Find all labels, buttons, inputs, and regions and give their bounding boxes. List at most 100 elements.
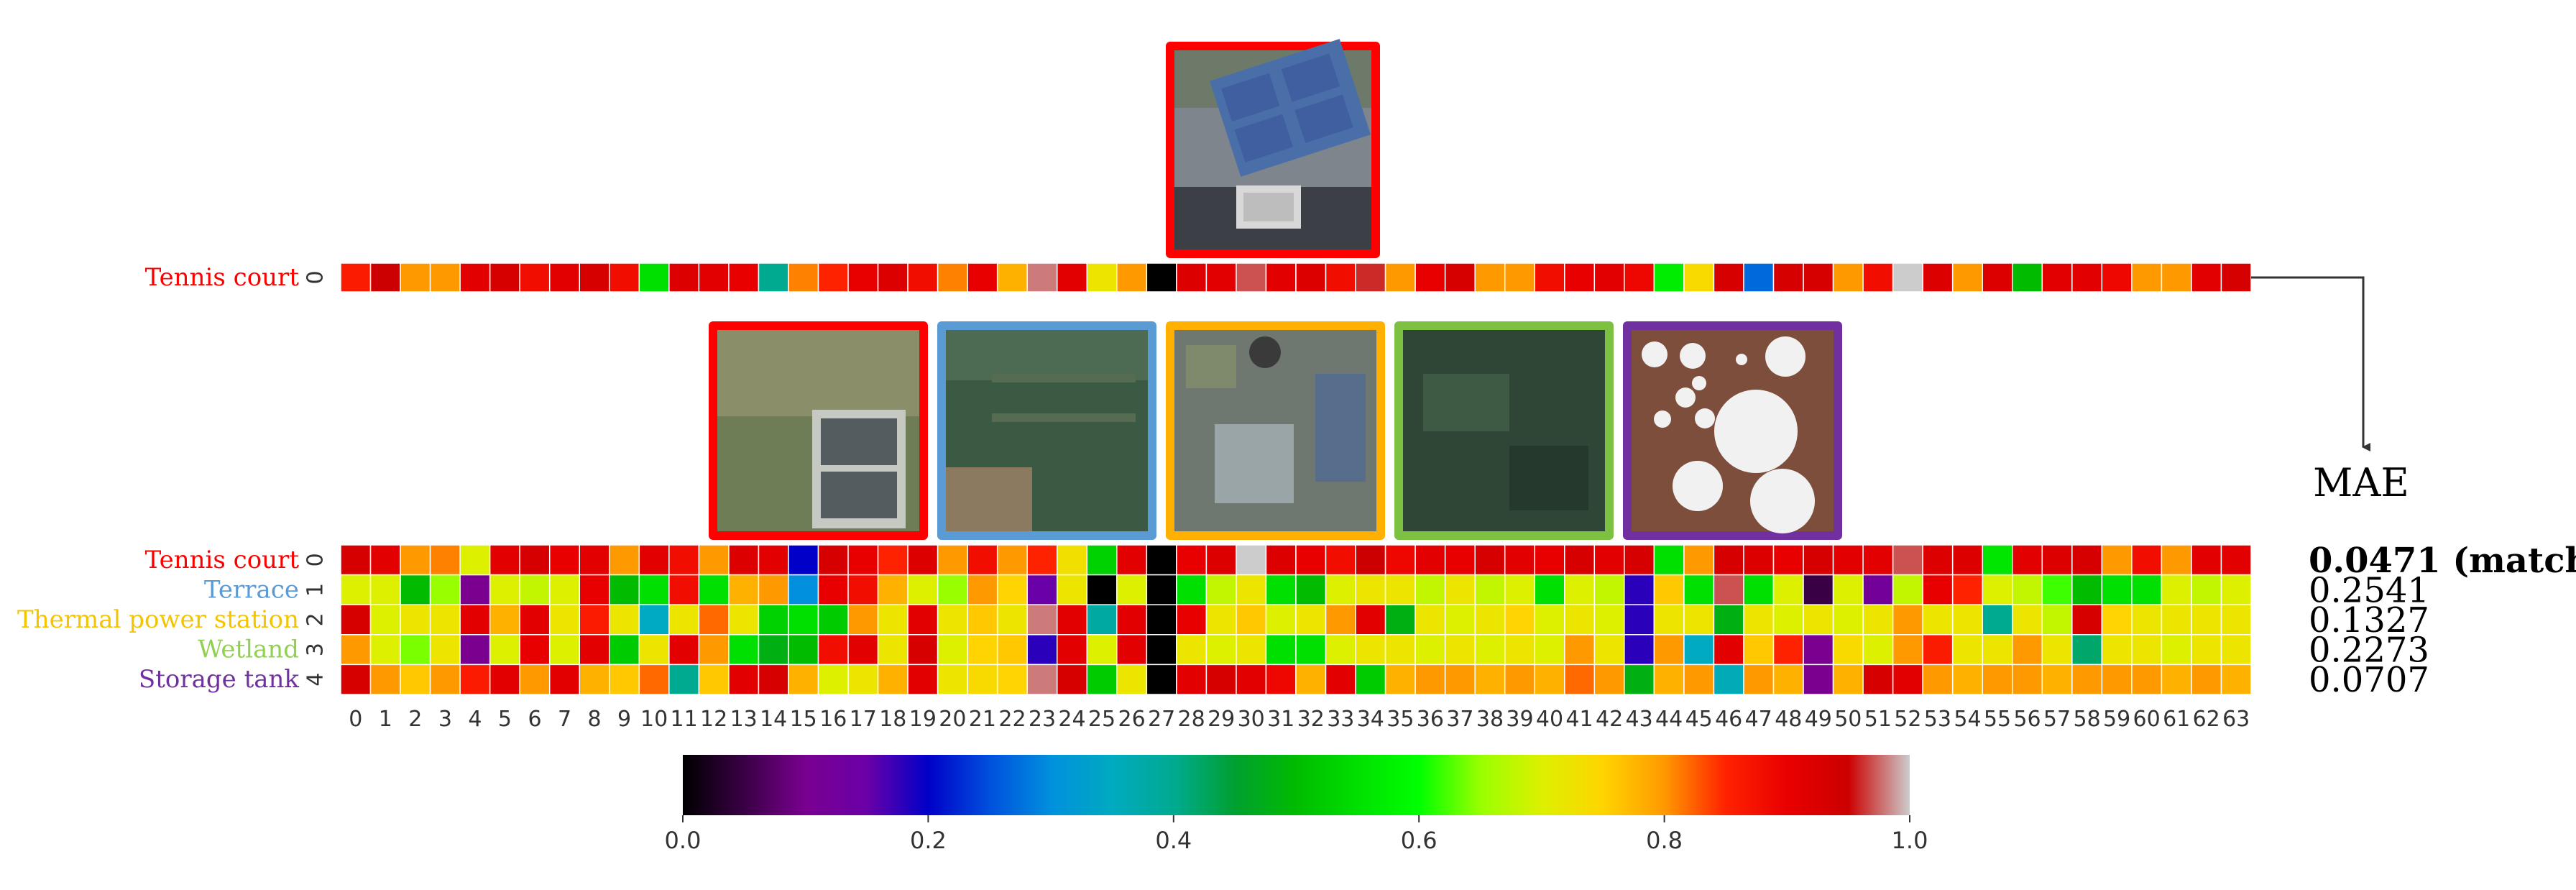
heatmap-cell [1295,664,1327,695]
x-tick-label: 28 [1178,707,1205,732]
heatmap-cell [2220,544,2252,576]
heatmap-cell [1803,634,1834,666]
heatmap-cell [877,664,908,695]
query-cell [847,262,879,293]
heatmap-cell [1295,544,1327,576]
heatmap-cell [459,544,491,576]
x-tick-label: 48 [1775,707,1802,732]
heatmap-cell [1444,544,1476,576]
heatmap-cell [1862,634,1894,666]
heatmap-cell [1892,544,1923,576]
heatmap-cell [1236,664,1267,695]
heatmap-cell [2131,634,2163,666]
x-tick-label: 25 [1088,707,1116,732]
heatmap-cell [1862,544,1894,576]
heatmap-cell [937,574,968,605]
heatmap-cell [817,574,849,605]
heatmap-cell [1205,574,1237,605]
heatmap-cell [369,634,401,666]
x-tick-label: 15 [790,707,817,732]
heatmap-cell [937,604,968,636]
heatmap-cell [1057,544,1088,576]
heatmap-cell [2220,634,2252,666]
x-tick-label: 21 [969,707,996,732]
heatmap-cell [2101,604,2133,636]
heatmap-cell [1295,574,1327,605]
heatmap-cell [2071,664,2103,695]
heatmap-cell [429,664,461,695]
query-image [1166,39,1380,258]
query-cell [2071,262,2103,293]
x-tick-label: 6 [528,707,541,732]
heatmap-cell [907,664,939,695]
query-cell [967,262,998,293]
query-cell [638,262,670,293]
heatmap-cell [1862,574,1894,605]
heatmap-cell [728,664,760,695]
query-cell [1922,262,1954,293]
heatmap-cell [1444,604,1476,636]
mae-value: 0.2273 [2309,630,2429,671]
heatmap-cell [369,574,401,605]
query-cell [1862,262,1894,293]
query-cell [788,262,819,293]
heatmap-cell [1384,604,1416,636]
heatmap-cell [758,634,789,666]
colorbar [683,755,1910,815]
heatmap-cell [1414,634,1446,666]
heatmap-cell [1593,604,1625,636]
heatmap-cell [489,634,520,666]
heatmap-cell [907,544,939,576]
heatmap-cell [758,604,789,636]
heatmap-cell [1713,664,1744,695]
x-tick-label: 27 [1148,707,1175,732]
row-label: Tennis court [145,546,300,574]
heatmap-cell [1355,604,1386,636]
query-cell [2041,262,2073,293]
heatmap-cell [1951,544,1983,576]
heatmap-cell [1414,574,1446,605]
heatmap-cell [1743,544,1775,576]
x-tick-label: 32 [1297,707,1325,732]
heatmap-cell [2071,544,2103,576]
heatmap-cell [1086,634,1118,666]
heatmap-cell [1295,604,1327,636]
colorbar-tick-label: 0.0 [665,827,702,854]
heatmap-cell [340,544,372,576]
x-tick-label: 41 [1565,707,1593,732]
x-tick-label: 51 [1864,707,1892,732]
heatmap-cell [1624,544,1655,576]
heatmap-cell [548,634,580,666]
heatmap-cell [548,604,580,636]
heatmap-cell [2161,604,2192,636]
heatmap-cell [1504,664,1535,695]
x-tick-label: 24 [1058,707,1085,732]
heatmap-cell [2101,574,2133,605]
heatmap-cell [1355,544,1386,576]
heatmap-cell [668,634,700,666]
heatmap-cell [1862,604,1894,636]
heatmap-cell [1146,574,1177,605]
heatmap-cell [2012,664,2043,695]
heatmap-cell [2041,544,2073,576]
heatmap-cell [1593,664,1625,695]
x-tick-label: 16 [819,707,847,732]
heatmap-cell [1743,634,1775,666]
x-tick-label: 37 [1446,707,1473,732]
heatmap-cell [2012,634,2043,666]
heatmap-cell [2012,544,2043,576]
heatmap-cell [2101,544,2133,576]
heatmap-cell [907,604,939,636]
query-cell [907,262,939,293]
x-tick-label: 3 [438,707,452,732]
heatmap-cell [1057,664,1088,695]
heatmap-cell [847,544,879,576]
heatmap-cell [2101,634,2133,666]
heatmap-cell [1205,544,1237,576]
heatmap-cell [1564,544,1596,576]
heatmap-cell [1116,574,1148,605]
colorbar-ticks: 0.0 0.2 0.4 0.6 0.8 1.0 [665,815,1928,854]
heatmap-cell [817,544,849,576]
row-label: Storage tank [139,665,299,694]
heatmap-cell [967,544,998,576]
